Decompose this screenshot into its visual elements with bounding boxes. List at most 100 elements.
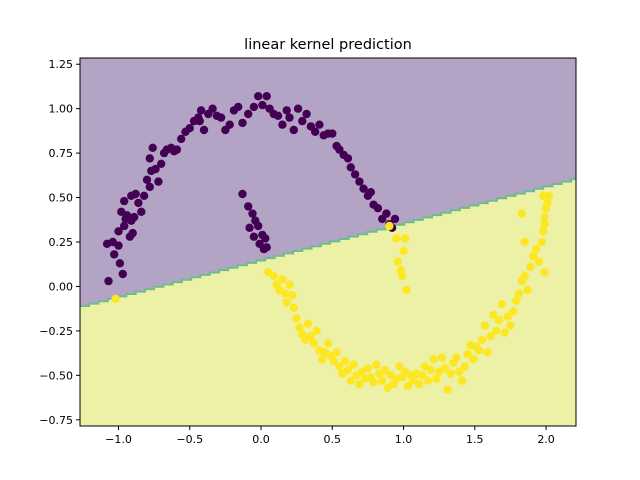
class-0-point	[131, 189, 140, 199]
class-0-point	[110, 250, 119, 259]
class-1-point	[543, 198, 552, 208]
class-0-point	[343, 154, 353, 163]
class-0-point	[293, 104, 303, 113]
class-1-point	[403, 381, 412, 391]
class-0-point	[104, 276, 113, 286]
class-1-point	[335, 362, 344, 371]
class-0-point	[225, 120, 234, 129]
class-1-point	[312, 326, 321, 336]
class-1-point	[440, 364, 450, 373]
class-0-point	[244, 202, 253, 211]
class-1-point	[332, 348, 341, 357]
class-0-point	[120, 196, 129, 206]
class-0-point	[120, 221, 129, 231]
class-0-point	[238, 118, 247, 128]
y-tick-label: −0.75	[39, 414, 73, 427]
class-1-point	[289, 303, 298, 312]
class-0-point	[137, 207, 146, 216]
class-0-point	[249, 102, 259, 112]
class-1-point	[454, 367, 464, 376]
class-1-point	[517, 209, 526, 218]
chart-title: linear kernel prediction	[244, 37, 412, 53]
class-0-point	[216, 113, 226, 122]
class-0-point	[273, 111, 283, 121]
class-1-point	[506, 321, 515, 330]
class-1-point	[306, 332, 316, 341]
class-1-point	[402, 285, 411, 295]
class-1-point	[269, 271, 278, 280]
class-1-point	[423, 376, 432, 385]
class-1-point	[531, 244, 541, 254]
class-1-point	[457, 376, 467, 385]
class-0-point	[390, 214, 400, 224]
class-0-point	[148, 143, 157, 152]
class-1-point	[452, 353, 461, 362]
class-0-points	[102, 92, 400, 286]
class-0-point	[128, 228, 137, 238]
class-1-point	[489, 310, 498, 320]
class-1-point	[285, 280, 294, 289]
class-0-point	[278, 120, 287, 129]
class-0-point	[282, 106, 291, 115]
class-0-point	[373, 204, 383, 213]
class-0-point	[114, 227, 123, 236]
class-0-point	[172, 145, 182, 154]
class-1-point	[463, 349, 472, 359]
class-0-point	[315, 120, 324, 129]
class-1-point	[281, 289, 290, 298]
class-1-point	[437, 353, 447, 362]
class-1-point	[343, 365, 353, 375]
class-1-point	[292, 314, 301, 323]
class-1-point	[523, 285, 532, 295]
class-1-point	[393, 257, 402, 266]
class-1-point	[500, 328, 509, 337]
class-1-point	[426, 365, 435, 375]
class-1-point	[369, 378, 378, 387]
class-1-point	[309, 339, 318, 348]
class-1-point	[278, 275, 287, 284]
class-1-point	[539, 227, 548, 236]
class-1-point	[329, 356, 338, 366]
class-0-point	[114, 241, 123, 250]
class-0-point	[298, 116, 307, 126]
class-1-point	[497, 300, 507, 309]
class-1-points	[111, 191, 554, 394]
class-1-point	[503, 312, 512, 321]
class-1-point	[303, 319, 313, 328]
class-1-point	[363, 364, 373, 373]
class-1-point	[539, 191, 548, 200]
class-0-point	[311, 127, 320, 136]
y-tick-label: 0.50	[49, 192, 74, 205]
class-0-point	[285, 113, 294, 122]
class-0-point	[355, 177, 364, 186]
class-1-point	[483, 348, 492, 357]
class-0-point	[130, 212, 139, 222]
class-1-point	[534, 257, 544, 266]
class-1-point	[392, 234, 401, 243]
class-0-point	[208, 104, 217, 113]
class-1-point	[372, 360, 381, 369]
class-1-point	[460, 362, 469, 371]
class-1-point	[323, 339, 333, 348]
class-1-point	[446, 369, 455, 378]
class-0-point	[157, 159, 166, 168]
class-1-point	[346, 376, 355, 385]
y-tick-label: −0.50	[39, 369, 73, 382]
class-0-point	[259, 244, 269, 254]
y-axis-ticks: −0.75 −0.50 −0.25 0.00 0.25 0.50 0.75 1.00 1.25	[39, 58, 80, 427]
class-1-point	[318, 355, 327, 364]
class-0-point	[366, 188, 375, 197]
class-0-point	[244, 109, 253, 119]
plot-area	[80, 58, 576, 426]
y-tick-label: 0.25	[49, 236, 74, 249]
class-1-point	[477, 335, 487, 344]
class-0-point	[258, 100, 267, 110]
class-1-point	[282, 298, 291, 307]
x-tick-label: 0.5	[324, 433, 342, 446]
class-1-point	[111, 294, 120, 304]
class-1-point	[399, 246, 408, 256]
class-0-point	[196, 106, 206, 115]
class-0-point	[195, 116, 204, 126]
class-1-point	[494, 316, 504, 325]
x-tick-label: 2.0	[537, 433, 555, 446]
